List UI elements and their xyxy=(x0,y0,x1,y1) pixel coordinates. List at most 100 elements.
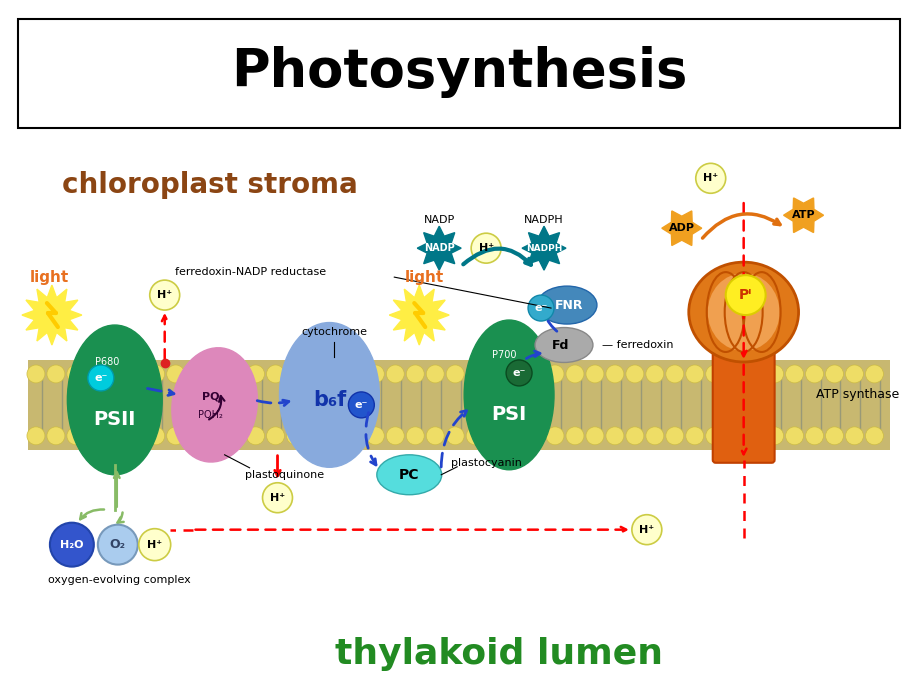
FancyBboxPatch shape xyxy=(712,347,774,463)
Polygon shape xyxy=(521,226,565,270)
Text: oxygen-evolving complex: oxygen-evolving complex xyxy=(49,575,191,584)
Circle shape xyxy=(585,365,603,383)
Circle shape xyxy=(366,427,384,445)
Text: PC: PC xyxy=(399,468,419,482)
Circle shape xyxy=(86,427,105,445)
Circle shape xyxy=(47,427,65,445)
Circle shape xyxy=(528,295,553,321)
Circle shape xyxy=(166,365,185,383)
Text: plastoquinone: plastoquinone xyxy=(244,470,323,480)
Circle shape xyxy=(207,427,224,445)
Circle shape xyxy=(765,365,783,383)
Circle shape xyxy=(346,427,364,445)
Text: H⁺: H⁺ xyxy=(478,243,494,253)
Circle shape xyxy=(645,427,664,445)
Circle shape xyxy=(725,275,765,315)
Circle shape xyxy=(246,427,265,445)
Circle shape xyxy=(466,365,483,383)
Circle shape xyxy=(366,365,384,383)
Circle shape xyxy=(146,427,165,445)
Circle shape xyxy=(425,427,444,445)
Ellipse shape xyxy=(279,322,379,467)
Text: Fd: Fd xyxy=(551,339,569,351)
Circle shape xyxy=(665,365,683,383)
Circle shape xyxy=(505,365,524,383)
Ellipse shape xyxy=(172,348,257,462)
Circle shape xyxy=(725,427,743,445)
Text: PSI: PSI xyxy=(491,406,527,424)
Circle shape xyxy=(705,427,723,445)
Circle shape xyxy=(805,427,823,445)
Circle shape xyxy=(565,427,584,445)
Circle shape xyxy=(187,365,204,383)
Circle shape xyxy=(127,427,144,445)
Circle shape xyxy=(67,427,85,445)
Circle shape xyxy=(139,529,171,560)
Text: Pᴵ: Pᴵ xyxy=(738,288,752,302)
Circle shape xyxy=(631,515,661,544)
Circle shape xyxy=(226,427,244,445)
Circle shape xyxy=(505,360,531,386)
Text: light: light xyxy=(403,270,443,284)
Circle shape xyxy=(625,365,643,383)
Circle shape xyxy=(146,365,165,383)
Text: PSII: PSII xyxy=(94,411,136,429)
Text: b₆f: b₆f xyxy=(312,390,346,410)
Circle shape xyxy=(785,365,802,383)
Circle shape xyxy=(485,365,504,383)
Circle shape xyxy=(107,427,125,445)
Circle shape xyxy=(824,365,843,383)
Circle shape xyxy=(187,427,204,445)
Circle shape xyxy=(47,365,65,383)
Circle shape xyxy=(286,365,304,383)
Ellipse shape xyxy=(537,286,596,324)
Circle shape xyxy=(865,365,882,383)
Circle shape xyxy=(606,427,623,445)
Circle shape xyxy=(485,427,504,445)
Circle shape xyxy=(306,427,324,445)
Circle shape xyxy=(166,427,185,445)
Circle shape xyxy=(785,427,802,445)
Circle shape xyxy=(865,427,882,445)
Polygon shape xyxy=(783,198,823,233)
Text: O₂: O₂ xyxy=(109,538,126,551)
Circle shape xyxy=(348,392,374,418)
Circle shape xyxy=(665,427,683,445)
Text: H⁺: H⁺ xyxy=(639,524,653,535)
Circle shape xyxy=(406,427,424,445)
Circle shape xyxy=(267,427,284,445)
Text: NADPH: NADPH xyxy=(526,244,562,253)
Circle shape xyxy=(625,427,643,445)
Circle shape xyxy=(346,365,364,383)
Text: NADP: NADP xyxy=(423,215,454,225)
Circle shape xyxy=(725,365,743,383)
Circle shape xyxy=(306,365,324,383)
Circle shape xyxy=(585,427,603,445)
Circle shape xyxy=(446,427,464,445)
Circle shape xyxy=(745,427,763,445)
Circle shape xyxy=(246,365,265,383)
Circle shape xyxy=(471,233,501,263)
Text: light: light xyxy=(30,270,69,284)
Circle shape xyxy=(107,365,125,383)
Circle shape xyxy=(425,365,444,383)
Ellipse shape xyxy=(67,325,162,475)
Circle shape xyxy=(705,365,723,383)
Ellipse shape xyxy=(377,455,441,495)
Text: PQ: PQ xyxy=(201,392,219,402)
Circle shape xyxy=(505,427,524,445)
Circle shape xyxy=(97,524,138,564)
Ellipse shape xyxy=(707,273,778,351)
Circle shape xyxy=(685,427,703,445)
Text: plastocyanin: plastocyanin xyxy=(450,457,521,468)
Circle shape xyxy=(546,365,563,383)
Circle shape xyxy=(565,365,584,383)
Circle shape xyxy=(845,365,863,383)
Text: ATP synthase: ATP synthase xyxy=(814,388,898,402)
Text: FNR: FNR xyxy=(554,299,583,312)
Text: Photosynthesis: Photosynthesis xyxy=(231,46,686,99)
Polygon shape xyxy=(661,211,701,246)
Circle shape xyxy=(386,365,403,383)
Text: e⁻: e⁻ xyxy=(512,368,525,378)
Circle shape xyxy=(386,427,403,445)
